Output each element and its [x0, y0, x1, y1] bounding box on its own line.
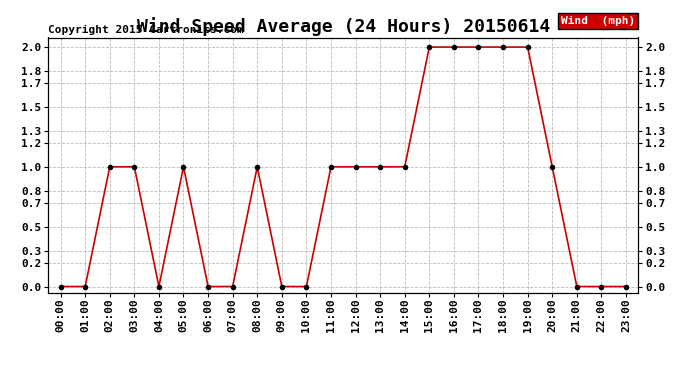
Text: Copyright 2015 Cartronics.com: Copyright 2015 Cartronics.com	[48, 25, 244, 35]
Text: Wind  (mph): Wind (mph)	[561, 16, 635, 26]
Title: Wind Speed Average (24 Hours) 20150614: Wind Speed Average (24 Hours) 20150614	[137, 17, 550, 36]
